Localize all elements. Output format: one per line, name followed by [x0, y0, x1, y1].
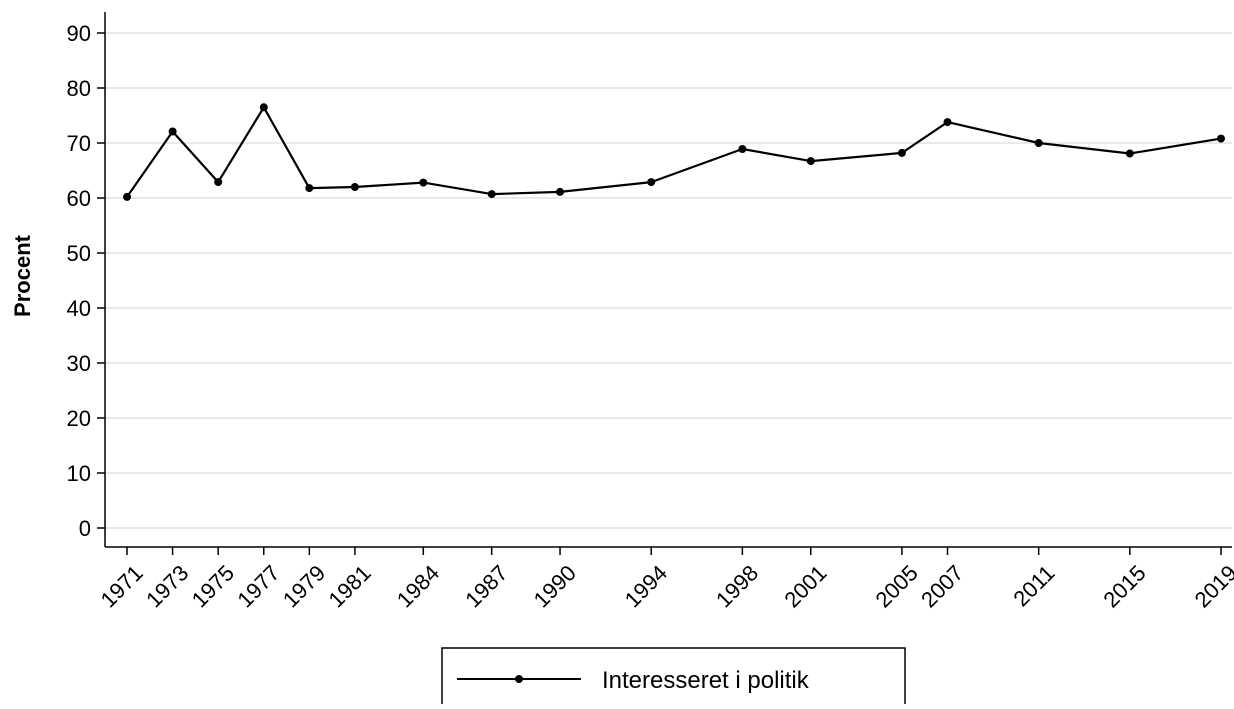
- series: [123, 103, 1225, 201]
- data-point: [487, 190, 496, 199]
- legend: Interesseret i politik: [441, 647, 906, 709]
- data-point: [943, 118, 952, 127]
- data-point: [738, 145, 747, 153]
- y-tick-label: 20: [67, 406, 91, 431]
- legend-label: Interesseret i politik: [602, 667, 810, 694]
- data-point: [556, 187, 564, 196]
- x-tick-label: 1971: [96, 560, 148, 612]
- x-tick-label: 2001: [779, 560, 831, 612]
- data-point: [305, 184, 314, 193]
- x-tick-label: 1987: [460, 560, 512, 612]
- y-tick-label: 80: [67, 76, 91, 101]
- data-point: [647, 178, 656, 187]
- x-tick-label: 1977: [232, 560, 284, 612]
- data-point: [419, 178, 428, 187]
- data-point: [897, 148, 906, 157]
- y-tick-label: 0: [79, 516, 91, 541]
- data-point: [1034, 139, 1043, 147]
- series-line: [126, 106, 1222, 198]
- x-tick-label: 2011: [1008, 560, 1059, 611]
- x-tick-label: 1979: [278, 560, 330, 612]
- x-tick-label: 1984: [392, 560, 444, 612]
- y-tick-label: 50: [67, 241, 91, 266]
- y-tick-label: 30: [67, 351, 91, 376]
- data-point: [259, 103, 268, 112]
- y-tick-label: 10: [67, 461, 91, 486]
- gridlines: [105, 32, 1232, 529]
- x-tick-label: 2019: [1190, 560, 1234, 612]
- legend-marker-swatch: [515, 675, 523, 683]
- data-point: [123, 192, 131, 201]
- y-tick-label: 70: [67, 131, 91, 156]
- x-tick-label: 1990: [529, 560, 581, 612]
- data-point: [350, 183, 359, 191]
- x-tick-label: 2007: [916, 560, 968, 612]
- y-tick-label: 90: [67, 21, 91, 46]
- data-point: [1125, 149, 1134, 158]
- x-tick-label: 1994: [620, 560, 672, 612]
- x-tick-label: 1973: [141, 560, 193, 612]
- x-tick-label: 2015: [1098, 560, 1150, 612]
- x-tick-label: 1975: [187, 560, 239, 612]
- x-tick-label: 2005: [870, 560, 922, 612]
- x-tick-label: 1998: [711, 560, 763, 612]
- y-tick-label: 60: [67, 186, 91, 211]
- y-tick-label: 40: [67, 296, 91, 321]
- data-point: [214, 178, 223, 187]
- y-axis-title: Procent: [10, 234, 35, 317]
- x-tick-label: 1981: [323, 560, 375, 612]
- axes: Procent 01020304050607080901971197319751…: [10, 12, 1234, 612]
- data-point: [1217, 134, 1225, 143]
- data-point: [806, 157, 815, 166]
- data-point: [168, 127, 177, 136]
